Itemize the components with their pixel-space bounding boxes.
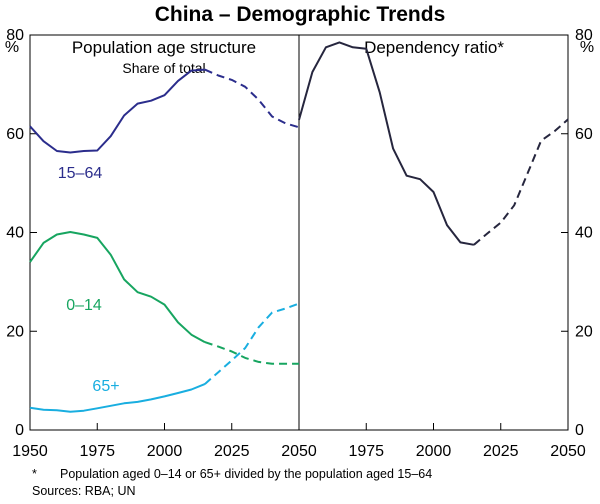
panel0-15-64-actual-line	[29, 68, 205, 154]
axes-group: 0 0 20 20 40 40 60 60 80 80 1950 1975 2000 2025 2050 19…	[6, 27, 593, 460]
y-tick-label-left-1: 20	[6, 323, 24, 340]
panel0-65-projected-line	[204, 302, 300, 385]
y-tick-label-left-3: 60	[6, 126, 24, 143]
label-15-64: 15–64	[58, 165, 103, 182]
y-unit-left: %	[5, 39, 19, 56]
x-tick-label-left-1: 1975	[79, 443, 115, 460]
label-65-plus: 65+	[92, 378, 119, 395]
x-tick-label-right-2: 2025	[483, 443, 519, 460]
y-tick-label-right-3: 60	[575, 126, 593, 143]
x-tick-label-right-0: 1975	[348, 443, 384, 460]
sources: Sources: RBA; UN	[32, 484, 136, 498]
x-tick-label-left-4: 2050	[281, 443, 317, 460]
x-tick-label-right-3: 2050	[550, 443, 586, 460]
x-tick-label-right-1: 2000	[416, 443, 452, 460]
panel1-dependency-ratio-actual-line	[298, 41, 475, 246]
footnote: Population aged 0–14 or 65+ divided by t…	[60, 467, 432, 481]
label-0-14: 0–14	[66, 297, 102, 314]
series-group	[29, 41, 569, 413]
y-tick-label-left-0: 0	[15, 422, 24, 439]
panel0-0-14-actual-line	[29, 231, 206, 343]
y-tick-label-left-2: 40	[6, 225, 24, 242]
panel-title-dependency: Dependency ratio*	[364, 38, 504, 57]
panel0-0-14-projected-line	[204, 341, 299, 365]
y-unit-right: %	[580, 39, 594, 56]
panel-title-age-structure: Population age structure	[72, 38, 256, 57]
x-tick-label-left-3: 2025	[214, 443, 250, 460]
y-tick-label-right-0: 0	[575, 422, 584, 439]
y-tick-label-right-2: 40	[575, 225, 593, 242]
y-tick-label-right-4: 80	[575, 27, 593, 44]
chart-title: China – Demographic Trends	[155, 3, 446, 26]
x-tick-label-left-0: 1950	[12, 443, 48, 460]
x-tick-label-left-2: 2000	[147, 443, 183, 460]
panel0-65-actual-line	[29, 383, 206, 413]
panel1-dependency-ratio-projected-line	[473, 118, 569, 246]
y-tick-label-left-4: 80	[6, 27, 24, 44]
footnote-marker: *	[32, 467, 37, 481]
panel0-15-64-projected-line	[204, 68, 300, 129]
panel-subtitle-share: Share of total	[122, 60, 205, 76]
y-tick-label-right-1: 20	[575, 323, 593, 340]
